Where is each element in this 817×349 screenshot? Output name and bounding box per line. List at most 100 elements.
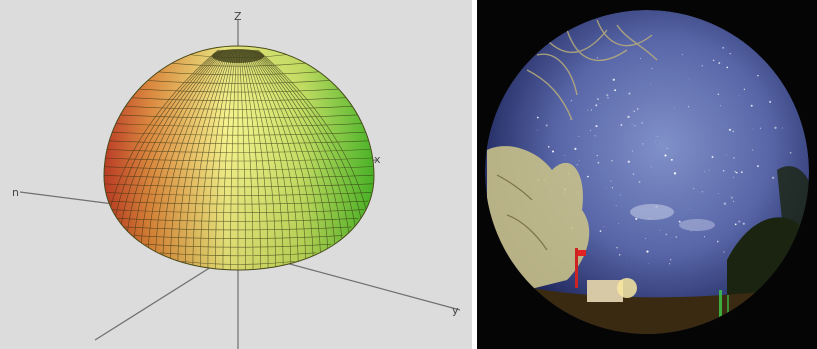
star xyxy=(732,157,735,159)
x-axis-label-right: x xyxy=(374,153,381,166)
flag-pole xyxy=(575,248,578,288)
star xyxy=(681,53,683,55)
star xyxy=(596,57,598,59)
grid-longitude-line xyxy=(215,49,235,270)
star xyxy=(650,84,651,85)
star xyxy=(628,92,631,95)
surface-plot-panel: Z x n y xyxy=(0,0,472,349)
star xyxy=(703,236,706,238)
star xyxy=(718,62,721,64)
star xyxy=(740,171,743,174)
star xyxy=(651,67,653,69)
star xyxy=(590,109,593,111)
flag xyxy=(578,250,586,256)
star xyxy=(670,158,673,161)
star xyxy=(678,220,681,223)
z-axis-label: Z xyxy=(234,10,242,23)
fisheye-photo-panel xyxy=(477,0,817,349)
grid-longitude-line xyxy=(230,49,238,270)
ellipsoid-pole xyxy=(212,49,264,63)
star xyxy=(612,78,615,81)
star xyxy=(781,127,783,129)
star xyxy=(736,171,738,174)
star xyxy=(616,246,618,249)
star xyxy=(657,135,659,137)
star xyxy=(759,127,762,129)
star xyxy=(597,98,599,100)
star xyxy=(732,176,734,178)
star xyxy=(774,126,777,129)
star xyxy=(632,173,635,175)
star xyxy=(732,130,734,133)
star xyxy=(716,240,719,243)
star xyxy=(545,124,548,127)
star xyxy=(603,226,605,228)
star xyxy=(789,151,792,154)
star xyxy=(646,250,649,253)
star xyxy=(693,187,695,190)
star xyxy=(633,110,636,113)
grid-longitude-line xyxy=(154,49,227,270)
star xyxy=(648,263,650,265)
star xyxy=(587,175,589,178)
star xyxy=(627,160,630,163)
star xyxy=(618,253,621,256)
star xyxy=(734,223,737,226)
star xyxy=(570,100,573,102)
grid-longitude-line xyxy=(243,49,276,270)
star xyxy=(732,200,735,203)
star xyxy=(620,124,623,126)
grid-longitude-line xyxy=(170,49,229,270)
star xyxy=(599,103,601,105)
star xyxy=(651,166,652,168)
star xyxy=(536,116,539,119)
star xyxy=(665,233,668,236)
star xyxy=(655,141,656,142)
star xyxy=(569,118,571,120)
star xyxy=(618,223,619,225)
star xyxy=(751,149,754,151)
star xyxy=(718,193,719,194)
grid-longitude-line xyxy=(238,49,246,270)
fisheye-sky-photo xyxy=(477,0,817,349)
star xyxy=(688,78,690,80)
surface-plot: Z x n y xyxy=(12,10,461,349)
ellipsoid-outline xyxy=(103,45,375,271)
grid-longitude-line xyxy=(200,49,233,270)
star xyxy=(599,230,602,232)
star xyxy=(722,46,725,49)
star xyxy=(673,107,675,109)
star xyxy=(771,176,775,179)
star xyxy=(712,59,715,62)
star xyxy=(743,88,746,90)
star xyxy=(722,169,725,172)
star xyxy=(578,136,580,138)
star xyxy=(734,171,736,173)
star xyxy=(664,154,667,157)
grid-longitude-line xyxy=(247,49,306,270)
star xyxy=(635,217,638,221)
star xyxy=(615,205,617,206)
grid-longitude-line xyxy=(104,49,219,270)
star xyxy=(595,125,598,128)
star xyxy=(611,187,613,189)
star xyxy=(607,97,609,99)
star xyxy=(631,150,633,152)
star xyxy=(701,191,704,193)
star xyxy=(726,66,729,69)
grid-longitude-line xyxy=(249,49,322,270)
star xyxy=(610,180,612,182)
star xyxy=(619,194,621,196)
green-light xyxy=(719,290,722,320)
star xyxy=(645,237,647,239)
light-glow xyxy=(617,278,637,298)
star xyxy=(704,171,706,173)
grid-longitude-line xyxy=(162,49,228,270)
grid-longitude-line xyxy=(246,49,299,270)
star xyxy=(606,94,609,97)
grid-longitude-line xyxy=(192,49,232,270)
star xyxy=(627,115,630,119)
green-light xyxy=(727,295,729,317)
star xyxy=(666,147,668,149)
star xyxy=(701,64,703,67)
